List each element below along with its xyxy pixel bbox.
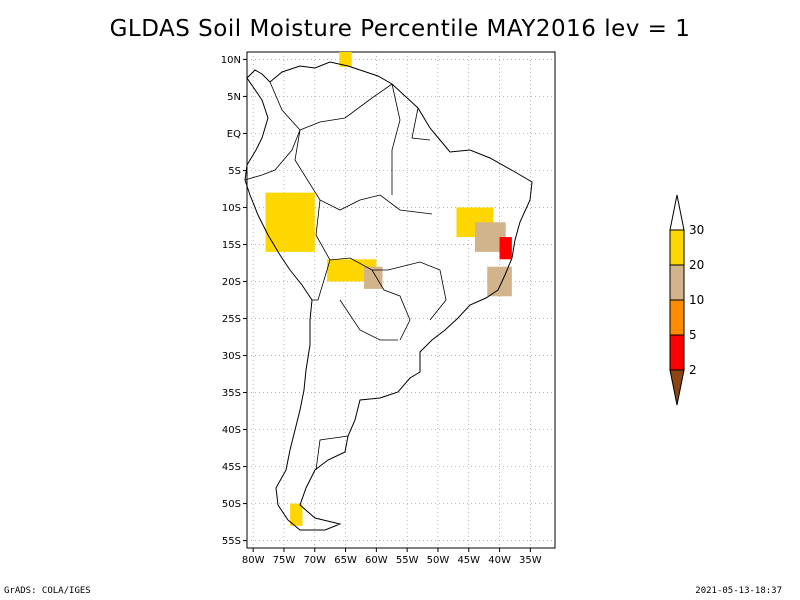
- footer-credit: GrADS: COLA/IGES: [4, 586, 91, 596]
- colorbar-label: 5: [689, 328, 697, 342]
- colorbar: 2 5 10 20 30: [669, 194, 704, 406]
- colorbar-label: 2: [689, 363, 697, 377]
- lon-label: 80W: [242, 555, 265, 566]
- colorbar-box: [669, 299, 685, 336]
- footer-timestamp: 2021-05-13-18:37: [695, 586, 782, 596]
- latitude-labels: 10N 5N EQ 5S 10S 15S 20S 25S 30S 35S 40S 45S 50S 55S: [221, 55, 241, 547]
- lat-label: 25S: [222, 314, 241, 325]
- lat-label: 5N: [227, 92, 241, 103]
- colorbar-under-arrow: [669, 369, 685, 406]
- lon-label: 75W: [273, 555, 296, 566]
- moisture-region: [327, 259, 377, 282]
- colorbar-label: 30: [689, 223, 704, 237]
- lon-label: 50W: [427, 555, 450, 566]
- longitude-labels: 80W 75W 70W 65W 60W 55W 50W 45W 40W 35W: [242, 555, 542, 566]
- colorbar-box: [669, 264, 685, 301]
- map-title: GLDAS Soil Moisture Percentile MAY2016 l…: [109, 16, 691, 42]
- colorbar-over-arrow: [669, 194, 685, 231]
- colorbar-boxes: [669, 229, 685, 371]
- colorbar-box: [669, 334, 685, 371]
- lat-label: 30S: [222, 351, 241, 362]
- lat-label: 50S: [222, 499, 241, 510]
- south-america-coastline: [244, 61, 533, 531]
- lon-label: 45W: [457, 555, 480, 566]
- lat-label: 55S: [222, 536, 241, 547]
- lat-label: 35S: [222, 388, 241, 399]
- data-shading: [265, 52, 512, 526]
- lon-label: 40W: [488, 555, 511, 566]
- lon-label: 65W: [334, 555, 357, 566]
- colorbar-labels: 2 5 10 20 30: [689, 223, 704, 377]
- lon-label: 60W: [365, 555, 388, 566]
- map-frame: [246, 51, 556, 549]
- lon-label: 55W: [396, 555, 419, 566]
- lon-label: 70W: [303, 555, 326, 566]
- lat-label: 15S: [222, 240, 241, 251]
- moisture-region: [487, 266, 512, 297]
- colorbar-label: 20: [689, 258, 704, 272]
- lat-label: EQ: [227, 129, 241, 140]
- moisture-region: [290, 503, 303, 526]
- lat-label: 10N: [221, 55, 241, 66]
- colorbar-box: [669, 229, 685, 266]
- lat-label: 40S: [222, 425, 241, 436]
- moisture-region: [265, 192, 315, 252]
- moisture-region: [364, 266, 383, 289]
- country-borders: [244, 81, 447, 471]
- lat-label: 10S: [222, 203, 241, 214]
- lat-label: 45S: [222, 462, 241, 473]
- coastlines: [244, 61, 533, 531]
- lat-label: 5S: [228, 166, 241, 177]
- lon-label: 35W: [519, 555, 542, 566]
- lat-label: 20S: [222, 277, 241, 288]
- moisture-region: [499, 237, 512, 260]
- colorbar-label: 10: [689, 293, 704, 307]
- moisture-region: [339, 52, 352, 67]
